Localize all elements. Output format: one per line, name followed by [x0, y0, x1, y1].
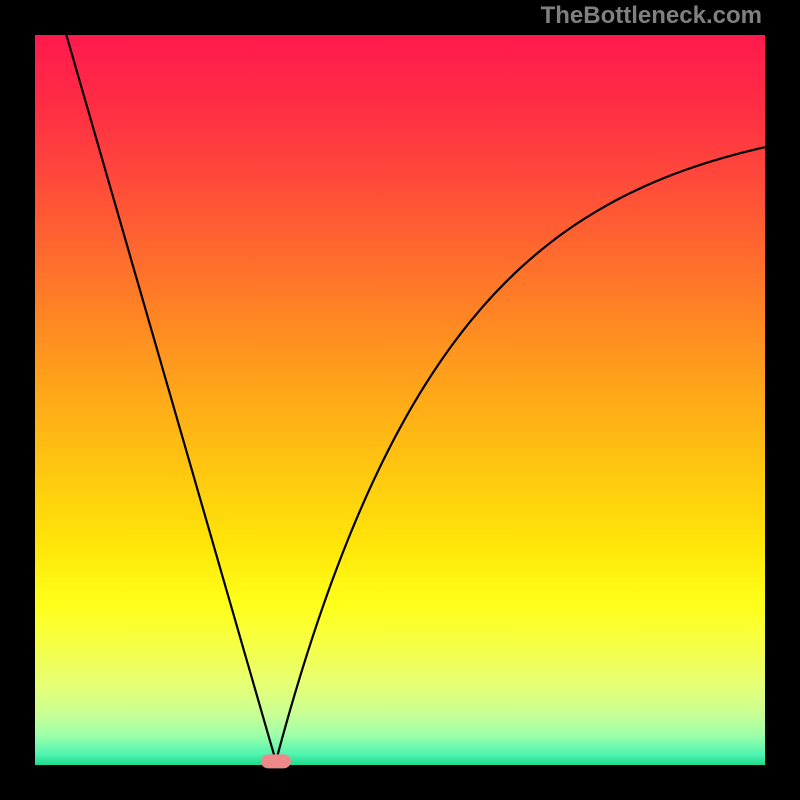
chart-frame: TheBottleneck.com: [0, 0, 800, 800]
minimum-marker: [261, 754, 291, 768]
chart-svg-layer: [0, 0, 800, 800]
bottleneck-curve: [66, 35, 765, 761]
